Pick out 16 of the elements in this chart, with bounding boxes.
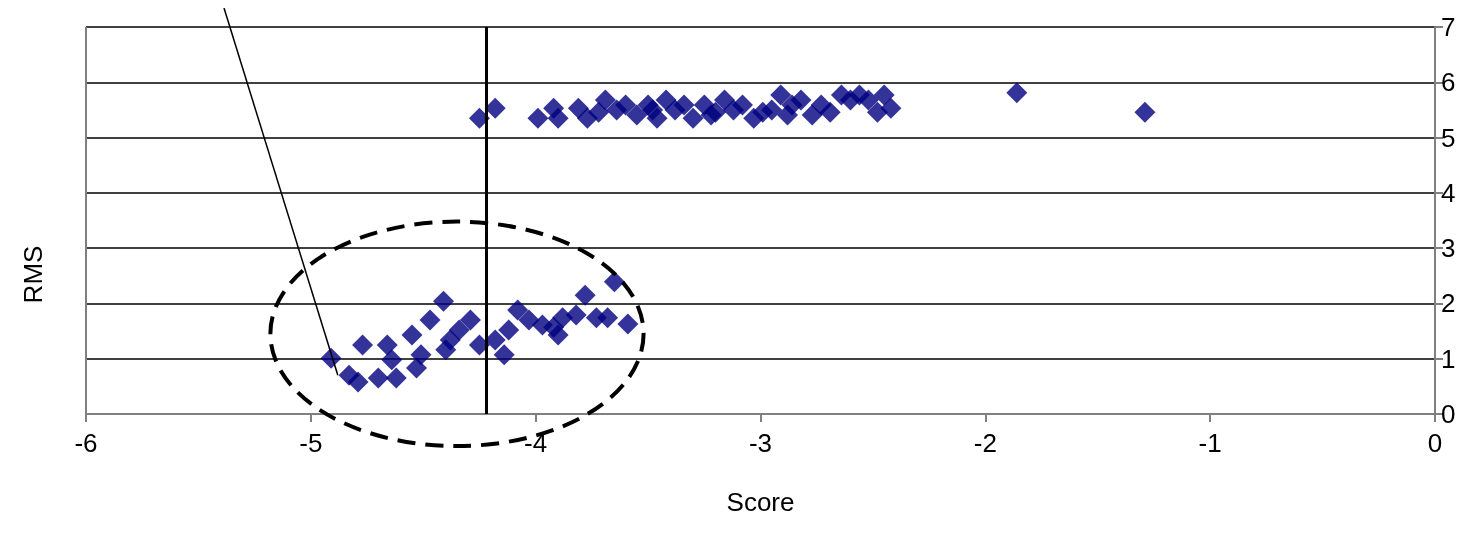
x-tick-label: -3 bbox=[748, 428, 773, 458]
y-tick-label: 3 bbox=[1441, 233, 1456, 264]
x-tick-label: -2 bbox=[973, 428, 997, 458]
x-tick-label: -1 bbox=[1198, 428, 1222, 458]
y-tick-label: 7 bbox=[1441, 12, 1456, 42]
y-axis-title: RMS bbox=[18, 245, 48, 304]
y-tick-label: 5 bbox=[1441, 122, 1456, 153]
x-tick-label: -6 bbox=[74, 428, 98, 458]
x-tick-label: -5 bbox=[299, 428, 323, 458]
y-tick-label: 2 bbox=[1441, 288, 1456, 319]
y-tick-label: 4 bbox=[1441, 177, 1456, 208]
y-tick-label: 1 bbox=[1441, 343, 1456, 374]
y-tick-label: 6 bbox=[1441, 67, 1456, 98]
x-tick-label: -4 bbox=[524, 428, 548, 458]
y-tick-label: 0 bbox=[1441, 399, 1456, 429]
x-axis-title: Score bbox=[726, 487, 795, 517]
